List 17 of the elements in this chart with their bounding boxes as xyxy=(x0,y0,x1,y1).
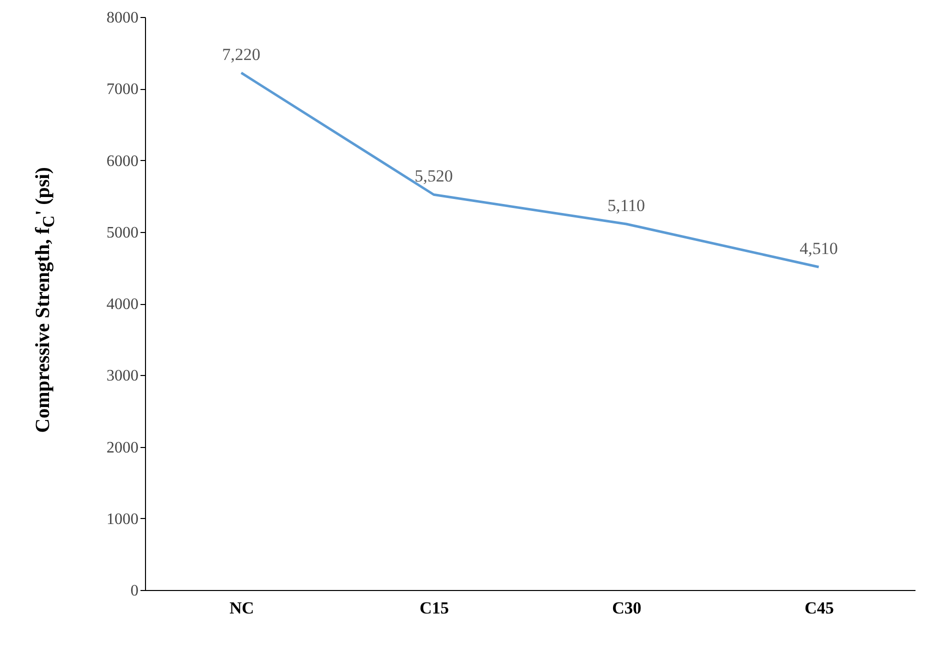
y-tick-label: 0 xyxy=(130,582,138,600)
y-tick-label: 1000 xyxy=(106,510,138,528)
data-label: 4,510 xyxy=(800,238,838,258)
data-label: 7,220 xyxy=(222,44,260,64)
y-tick-label: 8000 xyxy=(106,10,138,26)
y-tick-label: 7000 xyxy=(106,81,138,98)
data-label: 5,520 xyxy=(414,166,453,186)
x-tick-label: C15 xyxy=(420,598,449,618)
x-tick-label: NC xyxy=(229,598,254,618)
y-tick-label: 3000 xyxy=(106,368,138,385)
y-tick-label: 2000 xyxy=(106,439,138,456)
y-tick-label: 4000 xyxy=(106,296,138,313)
x-tick-label: C45 xyxy=(804,598,834,618)
y-tick-label: 6000 xyxy=(106,152,138,170)
y-tick-label: 5000 xyxy=(106,224,138,242)
x-tick-label: C30 xyxy=(612,598,642,618)
data-label: 5,110 xyxy=(607,196,646,215)
